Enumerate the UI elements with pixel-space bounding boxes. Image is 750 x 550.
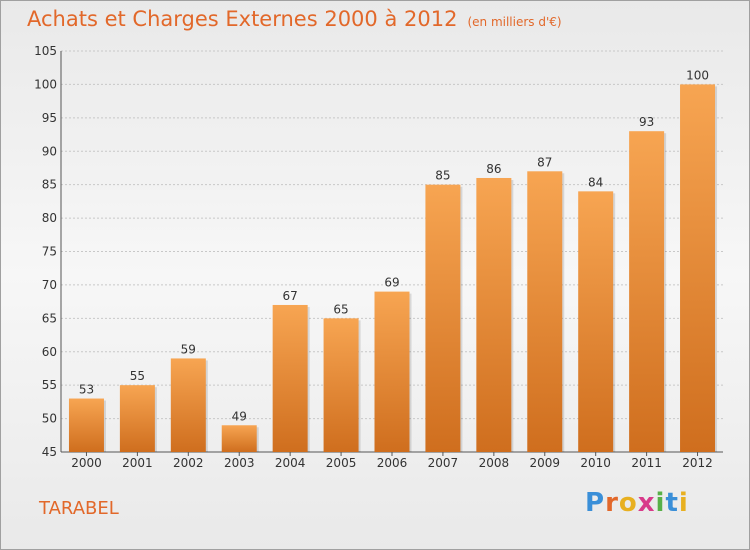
y-tick-label: 85 bbox=[42, 178, 57, 192]
y-tick-label: 60 bbox=[42, 345, 57, 359]
commune-name: TARABEL bbox=[39, 498, 119, 519]
y-tick-label: 55 bbox=[42, 378, 57, 392]
x-tick-label: 2006 bbox=[377, 456, 408, 470]
bar bbox=[680, 84, 716, 453]
x-tick-label: 2008 bbox=[479, 456, 510, 470]
x-tick-label: 2010 bbox=[580, 456, 611, 470]
data-label: 85 bbox=[435, 169, 450, 183]
data-label: 87 bbox=[537, 155, 552, 169]
bar bbox=[323, 318, 359, 452]
y-tick-label: 90 bbox=[42, 144, 57, 158]
y-tick-label: 70 bbox=[42, 278, 57, 292]
data-label: 86 bbox=[486, 162, 501, 176]
x-tick-label: 2009 bbox=[529, 456, 560, 470]
data-label: 49 bbox=[232, 409, 247, 423]
bar bbox=[68, 398, 104, 452]
chart-unit: (en milliers d'€) bbox=[467, 15, 562, 29]
bar bbox=[119, 385, 155, 452]
y-tick-label: 95 bbox=[42, 111, 57, 125]
data-label: 93 bbox=[639, 115, 654, 129]
bar bbox=[629, 131, 665, 452]
y-tick-label: 45 bbox=[42, 445, 57, 459]
logo-letter: i bbox=[678, 488, 689, 518]
x-tick-label: 2007 bbox=[428, 456, 459, 470]
x-tick-label: 2012 bbox=[682, 456, 713, 470]
logo-letter: r bbox=[605, 488, 619, 518]
x-tick-label: 2011 bbox=[631, 456, 662, 470]
x-tick-label: 2001 bbox=[122, 456, 153, 470]
logo-letter: t bbox=[665, 488, 679, 518]
bar bbox=[170, 358, 206, 452]
x-tick-label: 2000 bbox=[71, 456, 102, 470]
bar bbox=[527, 171, 563, 453]
data-label: 69 bbox=[384, 276, 399, 290]
chart-title: Achats et Charges Externes 2000 à 2012 (e… bbox=[27, 7, 562, 31]
data-label: 55 bbox=[130, 369, 145, 383]
bar bbox=[578, 191, 614, 452]
bar bbox=[476, 177, 512, 452]
proxiti-logo: Proxiti bbox=[585, 488, 689, 518]
y-tick-label: 105 bbox=[34, 44, 57, 58]
data-label: 53 bbox=[79, 383, 94, 397]
logo-letter: P bbox=[585, 488, 606, 518]
logo-letter: i bbox=[655, 488, 666, 518]
x-tick-label: 2002 bbox=[173, 456, 204, 470]
y-tick-label: 65 bbox=[42, 311, 57, 325]
bar bbox=[374, 291, 410, 452]
x-tick-label: 2005 bbox=[326, 456, 357, 470]
y-tick-label: 50 bbox=[42, 412, 57, 426]
data-label: 84 bbox=[588, 175, 603, 189]
data-label: 100 bbox=[686, 68, 709, 82]
logo-letter: x bbox=[637, 488, 656, 518]
bar bbox=[272, 304, 308, 452]
y-tick-label: 75 bbox=[42, 245, 57, 259]
x-tick-label: 2004 bbox=[275, 456, 306, 470]
bar bbox=[221, 425, 257, 452]
logo-letter: o bbox=[618, 488, 638, 518]
data-label: 67 bbox=[283, 289, 298, 303]
data-label: 59 bbox=[181, 342, 196, 356]
x-tick-label: 2003 bbox=[224, 456, 255, 470]
y-tick-label: 100 bbox=[34, 77, 57, 91]
chart-title-text: Achats et Charges Externes 2000 à 2012 bbox=[27, 7, 458, 31]
data-label: 65 bbox=[333, 302, 348, 316]
bar bbox=[425, 184, 461, 452]
y-tick-label: 80 bbox=[42, 211, 57, 225]
